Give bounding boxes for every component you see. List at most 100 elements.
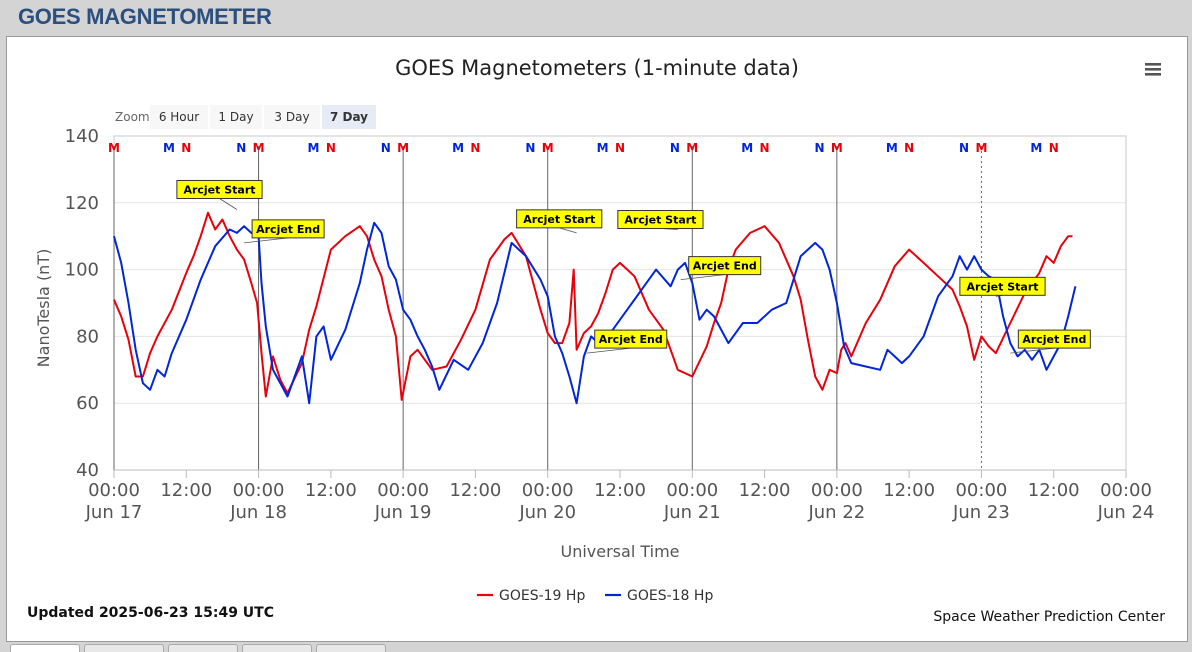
bottom-tab[interactable]	[168, 644, 238, 652]
orbit-marker: N	[381, 141, 391, 155]
orbit-marker: M	[542, 141, 554, 155]
bottom-tab[interactable]	[84, 644, 164, 652]
y-tick-label: 60	[76, 393, 99, 414]
zoom-button-3-day[interactable]: 3 Day	[264, 105, 320, 129]
annotation-box	[594, 329, 668, 349]
arcjet-annotations: Arcjet Start Arcjet End Arcjet Start Arcjet…	[176, 179, 1091, 354]
y-axis: 40 60 80 100 120 140	[65, 126, 99, 481]
zoom-button-bg	[210, 105, 262, 129]
zoom-button-bg	[264, 105, 320, 129]
annotation-label: Arcjet End	[693, 260, 757, 273]
orbit-marker: M	[975, 141, 987, 155]
zoom-button-6-hour[interactable]: 6 Hour	[150, 105, 208, 129]
chart-panel: GOES Magnetometers (1-minute data) Zoom …	[6, 36, 1188, 642]
annotation-box	[617, 210, 704, 230]
x-tick-label: 00:00	[666, 480, 718, 501]
legend-item-goes-19-hp[interactable]: GOES-19 Hp	[477, 588, 585, 604]
annotation-connector	[244, 237, 289, 244]
zoom-label: Zoom	[115, 110, 150, 124]
orbit-marker: N	[1049, 141, 1059, 155]
x-axis-label: Universal Time	[560, 542, 679, 561]
orbit-marker: N	[525, 141, 535, 155]
annotation-label: Arcjet Start	[624, 214, 696, 227]
annotation-label: Arcjet Start	[183, 183, 255, 196]
orbit-marker: N	[904, 141, 914, 155]
x-tick-date-label: Jun 24	[1097, 502, 1155, 523]
chart-menu-icon[interactable]	[1145, 63, 1161, 76]
x-tick-date-label: Jun 23	[952, 502, 1010, 523]
x-tick-label: 00:00	[88, 480, 140, 501]
orbit-marker: M	[597, 141, 609, 155]
orbit-marker: M	[831, 141, 843, 155]
orbit-marker: N	[670, 141, 680, 155]
x-tick-label: 00:00	[522, 480, 574, 501]
annotation-box	[1017, 329, 1091, 349]
orbit-marker: M	[308, 141, 320, 155]
annotation-label: Arcjet End	[1022, 333, 1086, 346]
zoom-button-label: 3 Day	[274, 110, 309, 124]
orbit-marker: M	[686, 141, 698, 155]
x-tick-label: 12:00	[160, 480, 212, 501]
annotation-connector	[1010, 347, 1055, 354]
annotation-box	[688, 256, 762, 276]
orbit-marker: N	[814, 141, 824, 155]
x-tick-date-label: Jun 18	[229, 502, 287, 523]
y-tick-label: 40	[76, 460, 99, 481]
bottom-tab[interactable]	[242, 644, 312, 652]
bottom-tab[interactable]	[10, 644, 80, 652]
zoom-button-label: 1 Day	[218, 110, 253, 124]
x-tick-label: 00:00	[233, 480, 285, 501]
orbit-marker: N	[760, 141, 770, 155]
y-tick-label: 100	[65, 260, 99, 281]
magnetometer-chart: GOES Magnetometers (1-minute data) Zoom …	[27, 56, 1165, 625]
zoom-button-label: 6 Hour	[159, 110, 199, 124]
annotation-box	[251, 219, 325, 239]
y-tick-label: 80	[76, 326, 99, 347]
orbit-marker: M	[397, 141, 409, 155]
x-tick-date-label: Jun 20	[518, 502, 576, 523]
page-title: GOES MAGNETOMETER	[18, 4, 272, 29]
zoom-button-7-day[interactable]: 7 Day	[322, 105, 376, 129]
x-tick-label: 12:00	[739, 480, 791, 501]
annotation-connector	[586, 347, 631, 354]
annotation-label: Arcjet End	[599, 333, 663, 346]
orbit-marker: M	[163, 141, 175, 155]
updated-timestamp: Updated 2025-06-23 15:49 UTC	[27, 605, 274, 621]
y-tick-label: 120	[65, 193, 99, 214]
x-tick-label: 00:00	[1100, 480, 1152, 501]
credit-text: Space Weather Prediction Center	[933, 609, 1165, 625]
annotation-label: Arcjet End	[256, 223, 320, 236]
zoom-button-1-day[interactable]: 1 Day	[210, 105, 262, 129]
x-tick-label: 12:00	[594, 480, 646, 501]
x-tick-date-label: Jun 17	[85, 502, 143, 523]
bottom-tab-strip	[10, 644, 390, 652]
legend-item-goes-18-hp[interactable]: GOES-18 Hp	[605, 588, 713, 604]
orbit-marker: M	[452, 141, 464, 155]
orbit-marker: M	[253, 141, 265, 155]
y-tick-label: 140	[65, 126, 99, 147]
series-lines	[113, 211, 1077, 405]
orbit-marker: N	[181, 141, 191, 155]
legend-label: GOES-18 Hp	[627, 588, 713, 604]
annotation-box	[516, 209, 603, 229]
orbit-marker: N	[470, 141, 480, 155]
annotation-label: Arcjet Start	[523, 213, 595, 226]
orbit-marker: N	[326, 141, 336, 155]
annotation-connector	[680, 274, 725, 281]
legend-label: GOES-19 Hp	[499, 588, 585, 604]
x-tick-date-label: Jun 22	[807, 502, 865, 523]
y-axis-label: NanoTesla (nT)	[34, 249, 53, 368]
x-tick-label: 12:00	[449, 480, 501, 501]
zoom-button-label: 7 Day	[330, 110, 368, 124]
orbit-marker: M	[886, 141, 898, 155]
x-tick-label: 12:00	[305, 480, 357, 501]
orbit-marker: N	[236, 141, 246, 155]
annotation-label: Arcjet Start	[966, 280, 1038, 293]
orbit-marker: M	[1030, 141, 1042, 155]
x-tick-label: 12:00	[883, 480, 935, 501]
legend: GOES-19 Hp GOES-18 Hp	[477, 588, 713, 604]
bottom-tab[interactable]	[316, 644, 386, 652]
grid-lines	[113, 135, 1127, 471]
